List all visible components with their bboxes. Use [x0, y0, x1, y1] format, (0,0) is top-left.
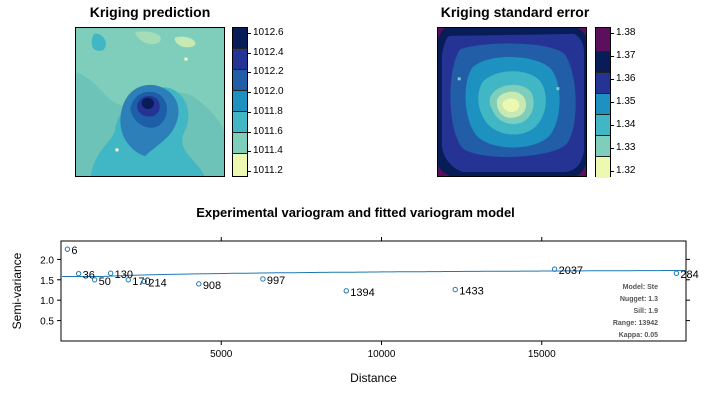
prediction-colorbar-tick-mark	[248, 151, 251, 153]
model-annotation-line: Nugget: 1.3	[620, 296, 658, 303]
variogram-point-count: 997	[267, 275, 285, 287]
y-tick-label: 0.5	[40, 317, 54, 328]
prediction-colorbar-tick-mark	[248, 92, 251, 94]
stderr-colorbar-tick-label: 1.33	[616, 142, 636, 153]
variogram-point	[75, 270, 82, 277]
variogram-point	[141, 278, 148, 285]
variogram-point-count: 214	[148, 277, 166, 289]
variogram-point-count: 130	[115, 269, 133, 281]
variogram-point-count: 50	[99, 276, 111, 288]
stderr-colorbar-tick-label: 1.35	[616, 96, 636, 107]
prediction-colorbar-tick-mark	[248, 171, 251, 172]
stderr-colorbar-tick-mark	[611, 148, 614, 149]
prediction-colorbar-tick-mark	[248, 111, 251, 113]
variogram-frame	[60, 240, 687, 342]
prediction-colorbar-tick-label: 1011.8	[253, 105, 283, 117]
model-annotation-line: Kappa: 0.05	[619, 332, 658, 339]
stderr-colorbar-tick-mark	[611, 33, 614, 34]
prediction-colorbar	[232, 27, 248, 177]
variogram-point	[196, 281, 202, 287]
variogram-point	[64, 246, 71, 252]
stderr-colorbar-tick-label: 1.37	[616, 50, 636, 61]
model-annotation-line: Model: Ste	[623, 284, 658, 291]
x-tick-label: 5000	[210, 349, 233, 360]
variogram-point-count: 2037	[559, 265, 583, 277]
prediction-colorbar-tick-mark	[248, 52, 251, 54]
y-tick-label: 2.0	[40, 255, 54, 266]
variogram-point-count: 6	[71, 245, 77, 257]
model-annotation-line: Sill: 1.9	[633, 308, 658, 315]
variogram-title: Experimental variogram and fitted variog…	[196, 205, 515, 220]
stderr-colorbar-tick-label: 1.38	[616, 27, 636, 38]
y-tick-label: 1.0	[40, 296, 54, 307]
prediction-title: Kriging prediction	[89, 4, 211, 20]
stderr-colorbar-tick-label: 1.36	[616, 73, 636, 84]
fitted-model-line	[62, 270, 686, 277]
variogram-point	[107, 270, 114, 276]
variogram-point-count: 908	[203, 280, 221, 292]
variogram-point	[452, 286, 458, 293]
variogram-point-count: 1394	[350, 287, 374, 299]
x-tick-label: 15000	[528, 349, 556, 360]
prediction-colorbar-tick-label: 1011.2	[253, 165, 283, 176]
variogram-point	[125, 277, 132, 283]
stderr-colorbar-tick-mark	[611, 125, 614, 126]
y-axis-label: Semi-variance	[10, 252, 24, 329]
prediction-surface	[76, 28, 224, 176]
stderr-colorbar	[595, 27, 611, 178]
stderr-colorbar-tick-mark	[611, 171, 614, 172]
prediction-colorbar-tick-label: 1011.6	[253, 125, 283, 137]
variogram-point	[91, 277, 98, 283]
prediction-colorbar-tick-label: 1011.4	[253, 145, 283, 157]
prediction-colorbar-tick-label: 1012.0	[253, 86, 284, 98]
prediction-colorbar-tick-mark	[248, 33, 251, 34]
stderr-map	[437, 27, 587, 177]
variogram-point	[673, 270, 680, 276]
stderr-colorbar-tick-label: 1.32	[616, 165, 636, 176]
model-annotation-line: Range: 13942	[613, 320, 658, 327]
prediction-colorbar-tick-label: 1012.6	[253, 27, 284, 38]
variogram-point-count: 284	[680, 269, 698, 281]
stderr-surface	[438, 28, 586, 176]
stderr-colorbar-tick-mark	[611, 102, 614, 103]
x-axis-label: Distance	[350, 371, 397, 385]
y-tick-label: 1.5	[40, 276, 54, 287]
prediction-colorbar-tick-mark	[248, 131, 251, 133]
variogram-point-count: 1433	[459, 286, 483, 298]
variogram-point	[260, 276, 266, 282]
stderr-title: Kriging standard error	[440, 4, 590, 20]
prediction-colorbar-tick-label: 1012.4	[253, 46, 284, 58]
stderr-colorbar-tick-label: 1.34	[616, 119, 636, 130]
variogram-point-count: 36	[83, 270, 95, 282]
variogram-point-count: 170	[132, 276, 150, 288]
stderr-colorbar-tick-mark	[611, 56, 614, 57]
stderr-colorbar-tick-mark	[611, 79, 614, 80]
variogram-point	[551, 266, 558, 272]
variogram-point	[343, 288, 349, 294]
prediction-map	[75, 27, 225, 177]
prediction-colorbar-tick-label: 1012.2	[253, 66, 284, 78]
x-tick-label: 10000	[368, 349, 396, 360]
prediction-colorbar-tick-mark	[248, 72, 251, 74]
